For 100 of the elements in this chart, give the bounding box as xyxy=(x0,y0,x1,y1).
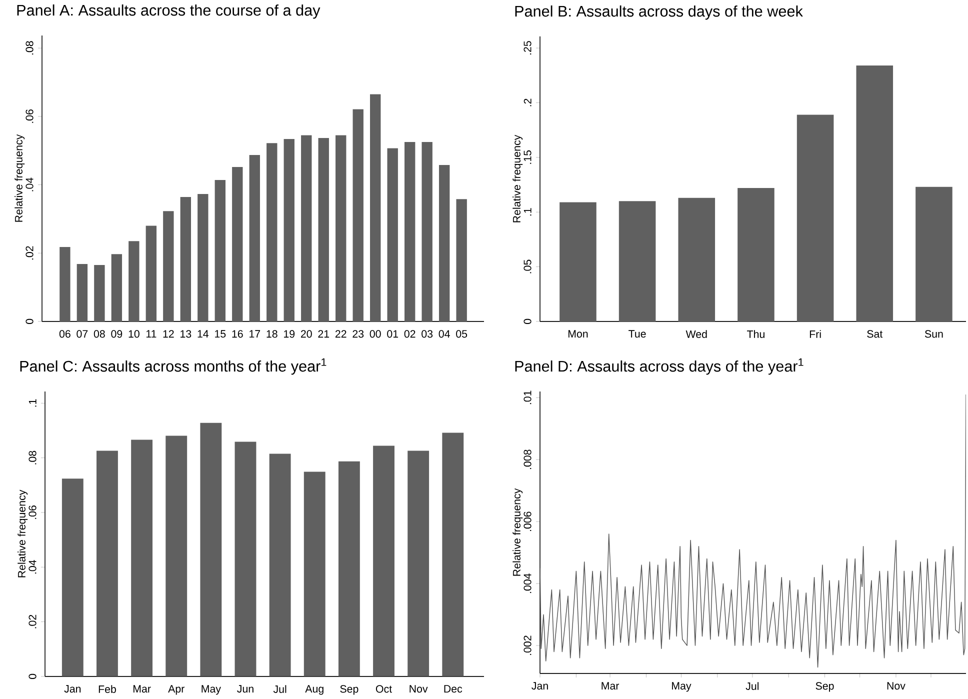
x-tick-label: 19 xyxy=(284,330,295,338)
y-tick-label: .004 xyxy=(524,573,532,593)
y-tick-label: .15 xyxy=(524,150,532,164)
y-tick-label: .08 xyxy=(28,450,36,464)
y-axis-title: Relative frequency xyxy=(512,488,523,576)
y-tick-label: .25 xyxy=(524,40,532,54)
y-tick-label: 0 xyxy=(26,318,34,324)
x-tick-label: Thu xyxy=(747,330,764,338)
bar xyxy=(338,461,360,676)
bar xyxy=(234,442,256,676)
x-tick-label: Feb xyxy=(98,685,116,693)
bar xyxy=(266,142,278,322)
y-tick-label: .002 xyxy=(524,636,532,655)
bar xyxy=(370,94,381,322)
x-tick-label: 10 xyxy=(128,330,140,338)
x-tick-label: Dec xyxy=(444,685,462,692)
bar xyxy=(76,264,88,322)
x-tick-label: Nov xyxy=(887,682,906,690)
x-tick-label: Mar xyxy=(602,682,620,690)
x-tick-label: 21 xyxy=(318,330,330,338)
bar xyxy=(131,440,153,676)
y-tick-label: .02 xyxy=(28,614,36,628)
bar xyxy=(916,186,952,322)
bar xyxy=(214,180,226,322)
x-tick-label: 12 xyxy=(163,330,174,338)
y-tick-label: 0 xyxy=(28,674,36,679)
y-tick-label: .05 xyxy=(524,260,532,274)
bar xyxy=(249,154,260,322)
x-tick-label: Sep xyxy=(816,682,834,692)
x-tick-label: Jul xyxy=(273,685,286,693)
bar xyxy=(166,436,188,676)
bar xyxy=(284,138,294,322)
y-tick-label: .02 xyxy=(26,246,34,260)
bar xyxy=(404,142,416,322)
x-tick-label: 17 xyxy=(250,330,260,338)
y-tick-label: .06 xyxy=(28,505,36,519)
x-tick-label: Apr xyxy=(168,685,184,695)
bar xyxy=(422,142,432,322)
chart-title: Panel B: Assaults across days of the week xyxy=(515,5,803,20)
bar xyxy=(796,114,834,322)
x-tick-label: Nov xyxy=(410,685,428,692)
x-tick-label: Jun xyxy=(237,685,254,692)
y-tick-label: .1 xyxy=(28,399,36,407)
x-tick-label: Jan xyxy=(64,685,81,692)
bar xyxy=(146,226,157,322)
bar xyxy=(560,202,596,322)
x-tick-label: Fri xyxy=(810,330,821,338)
x-tick-label: 08 xyxy=(94,330,105,338)
y-tick-label: .01 xyxy=(524,390,532,404)
bar xyxy=(336,135,346,322)
chart-title: Panel A: Assaults across the course of a day xyxy=(17,4,320,19)
bar xyxy=(618,201,656,322)
x-tick-label: 07 xyxy=(76,330,88,338)
x-tick-label: 11 xyxy=(146,330,156,338)
x-tick-label: 03 xyxy=(422,330,433,338)
x-tick-label: 23 xyxy=(352,330,364,338)
x-tick-label: Sun xyxy=(924,330,943,338)
bar xyxy=(352,109,364,322)
y-axis-title: Relative frequency xyxy=(14,134,25,222)
x-tick-label: Mon xyxy=(568,330,588,338)
bar xyxy=(387,148,398,322)
bar xyxy=(304,472,326,676)
x-tick-label: May xyxy=(672,682,692,692)
x-tick-label: Wed xyxy=(686,330,707,338)
bar xyxy=(60,246,70,322)
bar xyxy=(94,264,105,322)
y-tick-label: .006 xyxy=(524,512,532,531)
bar xyxy=(111,254,122,322)
x-tick-label: Oct xyxy=(376,685,392,693)
bar xyxy=(856,65,894,322)
chart-title: Panel D: Assaults across days of the year$^{1}$ xyxy=(515,358,804,375)
x-tick-label: 16 xyxy=(232,330,243,338)
x-tick-label: 02 xyxy=(404,330,416,338)
x-tick-label: 00 xyxy=(370,330,381,338)
bar xyxy=(456,198,467,322)
x-tick-label: 13 xyxy=(180,330,192,338)
y-tick-label: .1 xyxy=(524,208,532,216)
x-tick-label: 15 xyxy=(215,330,226,338)
bar xyxy=(373,446,394,676)
y-tick-label: .008 xyxy=(524,450,532,469)
bar xyxy=(678,198,716,322)
bar xyxy=(301,135,312,322)
x-tick-label: Mar xyxy=(133,685,151,692)
x-tick-label: Aug xyxy=(305,685,324,695)
bar xyxy=(128,241,140,322)
y-tick-label: .06 xyxy=(26,109,34,123)
y-tick-label: .2 xyxy=(524,98,532,106)
x-tick-label: 09 xyxy=(111,330,122,338)
x-tick-label: 06 xyxy=(59,330,70,338)
x-tick-label: Jul xyxy=(746,682,759,690)
x-tick-label: 05 xyxy=(456,330,468,338)
y-tick-label: .08 xyxy=(26,41,34,54)
bar xyxy=(62,478,84,676)
bar xyxy=(96,450,118,676)
bar xyxy=(200,422,222,676)
chart-title: Panel C: Assaults across months of the year$^{1}$ xyxy=(20,358,326,375)
y-tick-label: .04 xyxy=(26,178,34,192)
x-tick-label: Tue xyxy=(628,330,646,338)
y-axis-title: Relative frequency xyxy=(18,490,28,578)
x-tick-label: May xyxy=(202,685,221,695)
